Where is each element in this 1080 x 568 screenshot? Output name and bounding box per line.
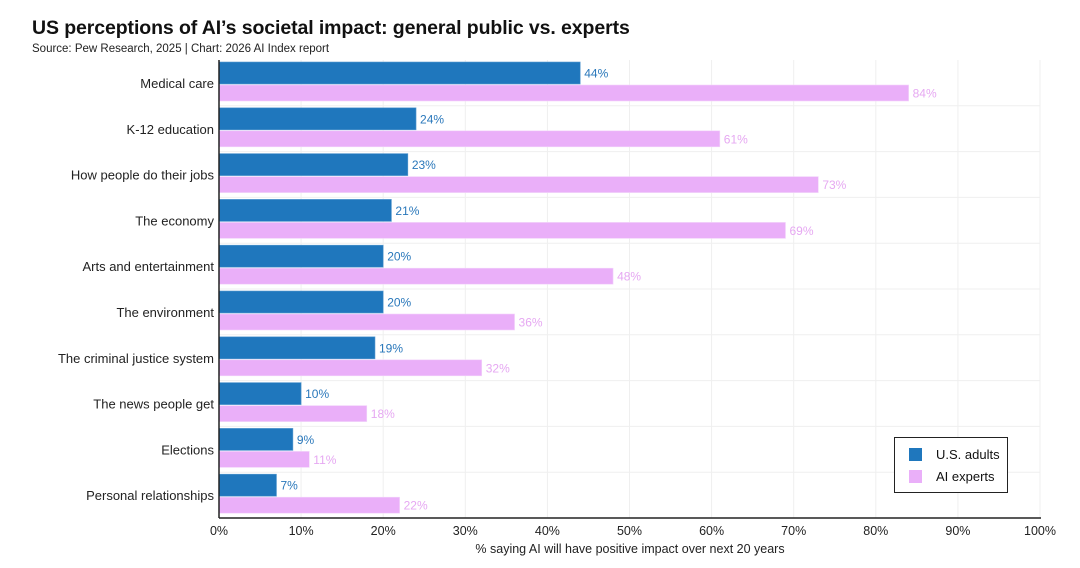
bar-ai-experts [218, 496, 400, 514]
legend-swatch-us-adults [909, 448, 922, 461]
value-label: 22% [404, 499, 428, 513]
bar-us-adults [218, 199, 392, 222]
bar-ai-experts [218, 130, 721, 148]
bar-ai-experts [218, 84, 909, 102]
value-label: 10% [305, 387, 329, 401]
category-label: Medical care [140, 76, 214, 91]
value-label: 44% [584, 67, 608, 81]
value-label: 69% [789, 224, 813, 238]
value-label: 11% [313, 453, 336, 467]
category-label: Elections [161, 442, 214, 457]
x-tick-label: 10% [289, 524, 314, 538]
category-label: How people do their jobs [71, 168, 215, 183]
category-label: The economy [135, 213, 214, 228]
value-label: 61% [724, 132, 748, 146]
bar-us-adults [218, 428, 294, 451]
bar-us-adults [218, 107, 417, 131]
value-label: 36% [519, 316, 543, 330]
x-tick-label: 50% [617, 524, 642, 538]
value-label: 23% [412, 158, 436, 172]
x-tick-label: 40% [535, 524, 560, 538]
category-label: Arts and entertainment [82, 259, 214, 274]
value-labels: 44% 84% 24% 61% 23% 73% 21% 69% 20% 48% 20% 36% 19% 3… [280, 67, 937, 513]
category-label: K-12 education [127, 122, 214, 137]
x-axis-label: % saying AI will have positive impact ov… [475, 542, 784, 556]
legend-label-us-adults: U.S. adults [936, 447, 1000, 462]
bar-us-adults [218, 153, 409, 176]
bar-us-adults [218, 290, 384, 314]
value-label: 24% [420, 112, 444, 126]
bar-ai-experts [218, 313, 515, 331]
bars [218, 61, 909, 514]
bar-ai-experts [218, 405, 368, 422]
bar-ai-experts [218, 359, 483, 377]
chart-title: US perceptions of AI’s societal impact: … [32, 17, 630, 39]
bar-us-adults [218, 61, 581, 85]
value-label: 32% [486, 361, 510, 375]
value-label: 48% [617, 270, 641, 284]
value-label: 84% [913, 87, 937, 101]
value-label: 20% [387, 296, 411, 310]
x-tick-label: 60% [699, 524, 724, 538]
x-tick-label: 80% [863, 524, 888, 538]
gridlines [219, 60, 1041, 518]
value-label: 7% [280, 479, 298, 493]
category-label: Personal relationships [86, 488, 214, 503]
x-tick-label: 100% [1024, 524, 1056, 538]
legend-item-us-adults: U.S. adults [909, 447, 1000, 462]
value-label: 21% [395, 204, 419, 218]
bar-us-adults [218, 336, 376, 360]
category-labels: Medical care K-12 education How people do … [58, 76, 215, 503]
x-tick-label: 0% [210, 524, 228, 538]
value-label: 18% [371, 407, 395, 421]
value-label: 20% [387, 250, 411, 264]
x-tick-label: 90% [945, 524, 970, 538]
category-label: The news people get [93, 397, 214, 412]
bar-ai-experts [218, 451, 310, 468]
bar-ai-experts [218, 222, 786, 239]
bar-us-adults [218, 473, 277, 497]
bar-ai-experts [218, 176, 819, 193]
bar-us-adults [218, 382, 302, 405]
x-tick-label: 70% [781, 524, 806, 538]
legend-swatch-ai-experts [909, 470, 922, 483]
x-tick-label: 30% [453, 524, 478, 538]
category-label: The environment [116, 305, 214, 320]
legend-item-ai-experts: AI experts [909, 469, 995, 484]
legend: U.S. adults AI experts [894, 437, 1008, 493]
category-label: The criminal justice system [58, 351, 214, 366]
bar-us-adults [218, 244, 384, 268]
legend-label-ai-experts: AI experts [936, 469, 995, 484]
value-label: 9% [297, 433, 315, 447]
x-tick-labels: 0% 10% 20% 30% 40% 50% 60% 70% 80% 90% 100% [210, 524, 1056, 538]
value-label: 19% [379, 341, 403, 355]
bar-ai-experts [218, 267, 614, 285]
chart-subtitle: Source: Pew Research, 2025 | Chart: 2026… [32, 43, 330, 55]
value-label: 73% [822, 178, 846, 192]
x-tick-label: 20% [371, 524, 396, 538]
